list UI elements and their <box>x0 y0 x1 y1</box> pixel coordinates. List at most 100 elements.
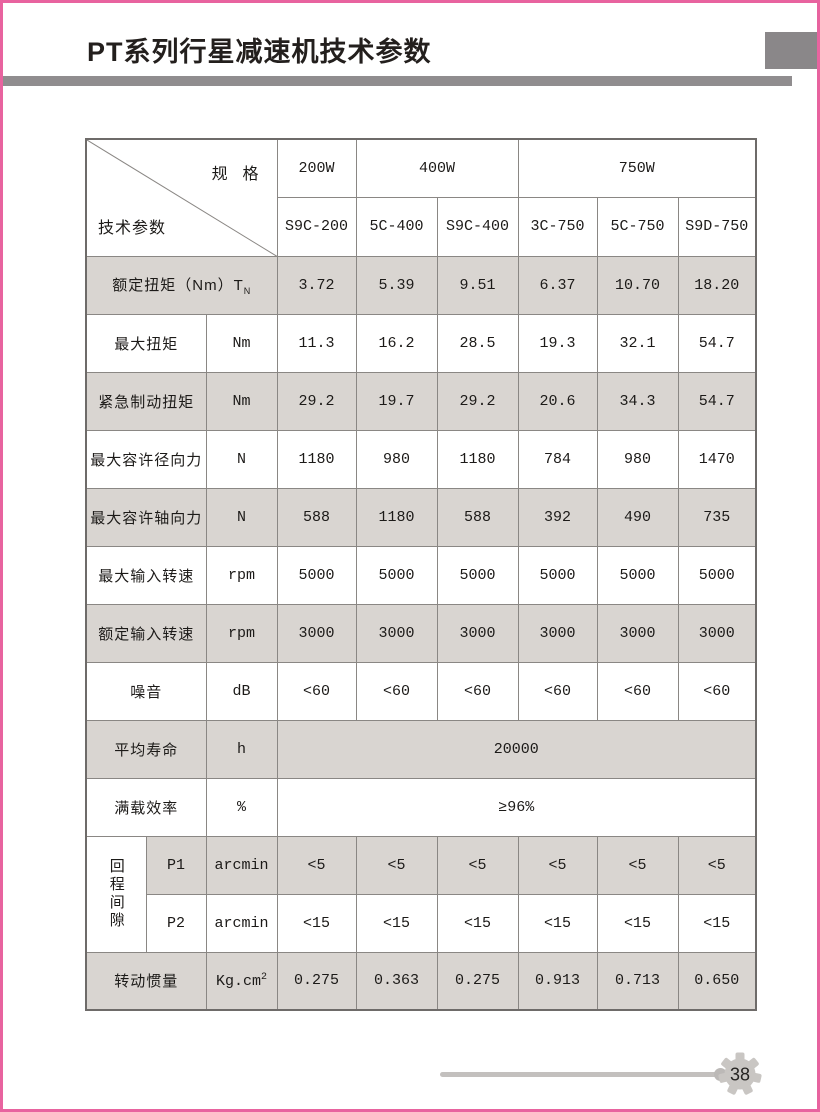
row-label: 最大容许径向力 <box>85 429 207 489</box>
model-header: 5C-750 <box>596 196 679 257</box>
cell-value: 5000 <box>355 545 438 605</box>
cell-value: 18.20 <box>677 255 757 315</box>
gear-icon: 38 <box>718 1052 762 1095</box>
cell-value: 10.70 <box>596 255 679 315</box>
cell-value: <15 <box>436 893 519 953</box>
cell-value: <15 <box>596 893 679 953</box>
row-unit: Nm <box>205 371 278 431</box>
cell-value: 11.3 <box>276 313 357 373</box>
cell-value: 735 <box>677 487 757 547</box>
row-unit: Nm <box>205 313 278 373</box>
cell-value: 3000 <box>677 603 757 663</box>
table-row: 回程间隙 P1 arcmin <5 <5 <5 <5 <5 <5 <box>85 835 757 953</box>
row-label: 转动惯量 <box>85 951 207 1011</box>
header-underline-bar <box>3 76 792 86</box>
page-number: 38 <box>730 1065 750 1085</box>
cell-value: 3000 <box>355 603 438 663</box>
model-header: 3C-750 <box>517 196 598 257</box>
row-label: 额定扭矩（Nm）TN <box>85 255 278 315</box>
cell-value: 5000 <box>596 545 679 605</box>
cell-value: 19.3 <box>517 313 598 373</box>
table-row: 最大容许轴向力 N 588 1180 588 392 490 735 <box>85 487 757 547</box>
cell-value: 34.3 <box>596 371 679 431</box>
power-group-400w: 400W <box>355 138 519 198</box>
cell-value: 1470 <box>677 429 757 489</box>
cell-value: <5 <box>677 835 757 895</box>
cell-value: 0.713 <box>596 951 679 1011</box>
diagonal-line <box>87 140 276 255</box>
cell-value: 3000 <box>276 603 357 663</box>
cell-value: <5 <box>276 835 357 895</box>
row-unit: arcmin <box>205 893 278 953</box>
cell-value: 588 <box>436 487 519 547</box>
table-row: 最大输入转速 rpm 5000 5000 5000 5000 5000 5000 <box>85 545 757 605</box>
cell-value: <5 <box>517 835 598 895</box>
merged-cell-value: ≥96% <box>276 777 757 837</box>
row-unit: Kg.cm2 <box>205 951 278 1011</box>
cell-value: 6.37 <box>517 255 598 315</box>
cell-value: <60 <box>596 661 679 721</box>
cell-value: <15 <box>677 893 757 953</box>
table-row: 紧急制动扭矩 Nm 29.2 19.7 29.2 20.6 34.3 54.7 <box>85 371 757 431</box>
cell-value: 3.72 <box>276 255 357 315</box>
cell-value: 784 <box>517 429 598 489</box>
merged-cell-value: 20000 <box>276 719 757 779</box>
cell-value: 0.275 <box>436 951 519 1011</box>
table-row: 最大扭矩 Nm 11.3 16.2 28.5 19.3 32.1 54.7 <box>85 313 757 373</box>
corner-spec-label: 规 格 <box>211 166 261 183</box>
cell-value: <15 <box>276 893 357 953</box>
cell-value: <5 <box>355 835 438 895</box>
corner-param-label: 技术参数 <box>98 219 167 237</box>
cell-value: <60 <box>677 661 757 721</box>
cell-value: 54.7 <box>677 313 757 373</box>
cell-value: 3000 <box>436 603 519 663</box>
table-row: 满载效率 % ≥96% <box>85 777 757 837</box>
page-title: PT系列行星减速机技术参数 <box>87 37 432 67</box>
model-header: 5C-400 <box>355 196 438 257</box>
model-header: S9D-750 <box>677 196 757 257</box>
cell-value: <60 <box>355 661 438 721</box>
cell-value: <60 <box>276 661 357 721</box>
row-label: 满载效率 <box>85 777 207 837</box>
corner-header-cell: 规 格 技术参数 <box>85 138 278 257</box>
cell-value: 3000 <box>596 603 679 663</box>
cell-value: 16.2 <box>355 313 438 373</box>
row-label: 紧急制动扭矩 <box>85 371 207 431</box>
cell-value: 0.363 <box>355 951 438 1011</box>
cell-value: 29.2 <box>276 371 357 431</box>
cell-value: 5.39 <box>355 255 438 315</box>
table-row: 噪音 dB <60 <60 <60 <60 <60 <60 <box>85 661 757 721</box>
model-header: S9C-400 <box>436 196 519 257</box>
cell-value: 29.2 <box>436 371 519 431</box>
row-unit: arcmin <box>205 835 278 895</box>
header-corner-rect <box>765 32 817 69</box>
cell-value: <5 <box>436 835 519 895</box>
cell-value: 0.275 <box>276 951 357 1011</box>
cell-value: 3000 <box>517 603 598 663</box>
row-label: 额定输入转速 <box>85 603 207 663</box>
row-unit: rpm <box>205 545 278 605</box>
table-row: 额定输入转速 rpm 3000 3000 3000 3000 3000 3000 <box>85 603 757 663</box>
cell-value: 1180 <box>436 429 519 489</box>
cell-value: 1180 <box>355 487 438 547</box>
row-label: 最大输入转速 <box>85 545 207 605</box>
cell-value: 19.7 <box>355 371 438 431</box>
cell-value: 490 <box>596 487 679 547</box>
cell-value: <15 <box>355 893 438 953</box>
row-label: 最大扭矩 <box>85 313 207 373</box>
cell-value: <15 <box>517 893 598 953</box>
cell-value: 5000 <box>677 545 757 605</box>
cell-value: 28.5 <box>436 313 519 373</box>
cell-value: <5 <box>596 835 679 895</box>
row-unit: % <box>205 777 278 837</box>
cell-value: 0.913 <box>517 951 598 1011</box>
table-row: 额定扭矩（Nm）TN 3.72 5.39 9.51 6.37 10.70 18.… <box>85 255 757 315</box>
cell-value: 20.6 <box>517 371 598 431</box>
power-group-750w: 750W <box>517 138 757 198</box>
row-label: 平均寿命 <box>85 719 207 779</box>
cell-value: 588 <box>276 487 357 547</box>
backlash-group-label: 回程间隙 <box>85 835 147 953</box>
backlash-sub-label: P2 <box>145 893 207 953</box>
spec-table: 规 格 技术参数 200W 400W 750W S9C-200 5C-400 S… <box>85 138 758 1011</box>
table-row: P2 arcmin <15 <15 <15 <15 <15 <15 <box>86 893 757 953</box>
